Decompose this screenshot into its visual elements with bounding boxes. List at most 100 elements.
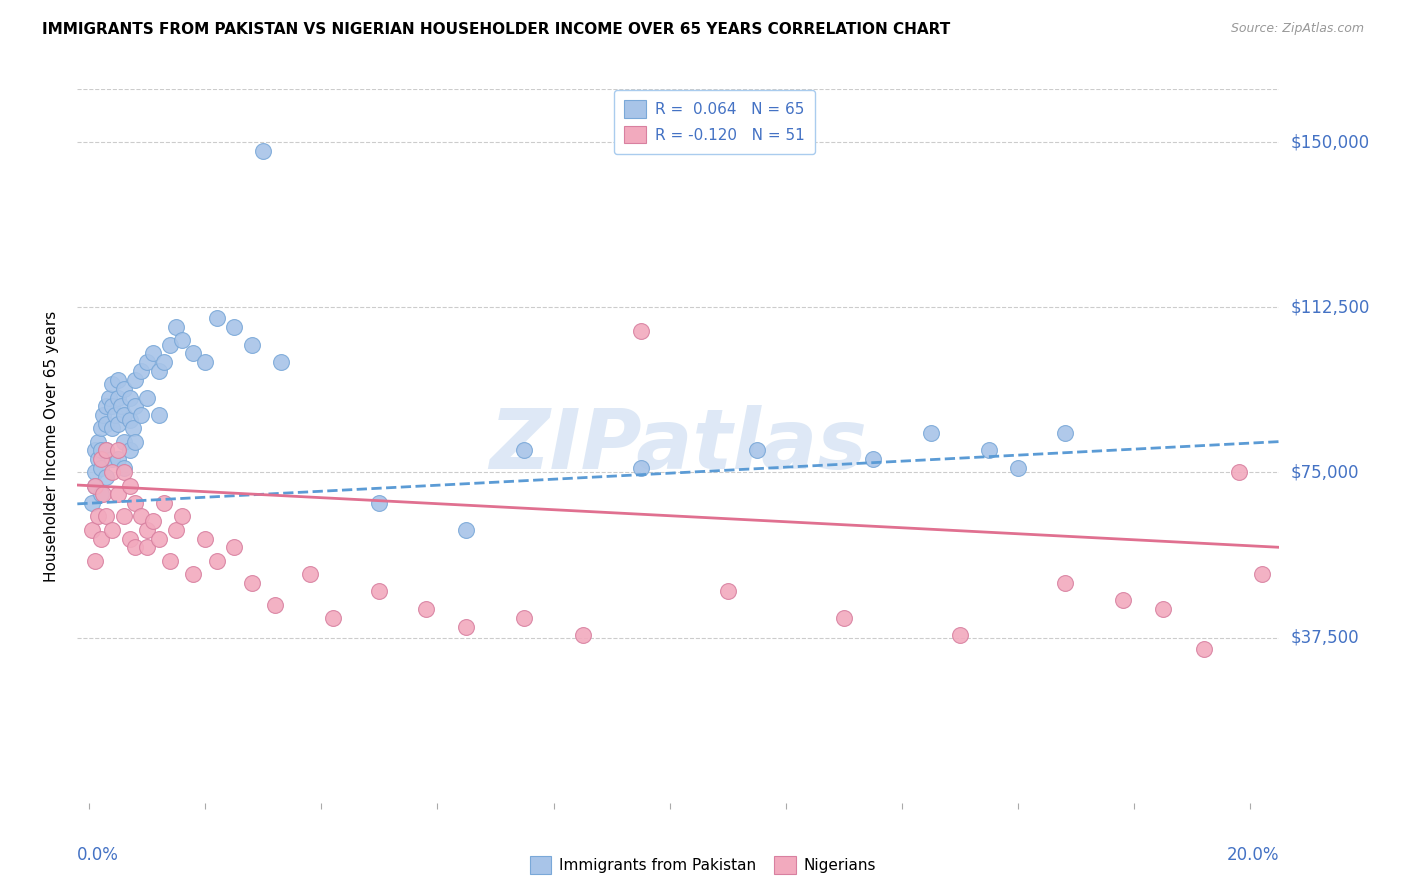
Point — [148, 364, 170, 378]
Point — [118, 478, 141, 492]
Point — [104, 408, 127, 422]
Point — [194, 355, 217, 369]
Point — [1227, 466, 1250, 480]
Point — [717, 584, 740, 599]
Point — [112, 461, 135, 475]
Point — [148, 408, 170, 422]
Point — [112, 434, 135, 449]
Point — [165, 320, 187, 334]
Point — [96, 417, 118, 431]
Text: 0.0%: 0.0% — [77, 846, 120, 863]
Point — [90, 487, 112, 501]
Point — [368, 496, 391, 510]
Point — [148, 532, 170, 546]
Point — [124, 373, 146, 387]
Point — [112, 408, 135, 422]
Text: IMMIGRANTS FROM PAKISTAN VS NIGERIAN HOUSEHOLDER INCOME OVER 65 YEARS CORRELATIO: IMMIGRANTS FROM PAKISTAN VS NIGERIAN HOU… — [42, 22, 950, 37]
Point — [153, 496, 176, 510]
Text: ZIPatlas: ZIPatlas — [489, 406, 868, 486]
Point — [118, 443, 141, 458]
Point — [86, 452, 108, 467]
Point — [745, 443, 768, 458]
Point — [170, 509, 193, 524]
Point — [90, 532, 112, 546]
Point — [112, 509, 135, 524]
Point — [107, 391, 129, 405]
Point — [205, 553, 228, 567]
Point — [96, 443, 118, 458]
Point — [96, 443, 118, 458]
Point — [920, 425, 942, 440]
Point — [252, 144, 274, 158]
Point — [1053, 425, 1076, 440]
Point — [129, 408, 152, 422]
Point — [1111, 593, 1133, 607]
Point — [456, 619, 478, 633]
Point — [194, 532, 217, 546]
Point — [832, 611, 855, 625]
Point — [159, 337, 181, 351]
Point — [630, 461, 652, 475]
Point — [1251, 566, 1274, 581]
Point — [96, 470, 118, 484]
Legend: Immigrants from Pakistan, Nigerians: Immigrants from Pakistan, Nigerians — [524, 850, 882, 880]
Point — [224, 541, 246, 555]
Point — [1007, 461, 1029, 475]
Point — [368, 584, 391, 599]
Point — [112, 382, 135, 396]
Point — [101, 452, 124, 467]
Point — [90, 461, 112, 475]
Point — [107, 487, 129, 501]
Text: $75,000: $75,000 — [1291, 464, 1360, 482]
Text: $150,000: $150,000 — [1291, 133, 1369, 151]
Point — [107, 417, 129, 431]
Text: Source: ZipAtlas.com: Source: ZipAtlas.com — [1230, 22, 1364, 36]
Point — [83, 478, 105, 492]
Text: $112,500: $112,500 — [1291, 298, 1369, 317]
Point — [101, 466, 124, 480]
Point — [80, 496, 103, 510]
Legend: R =  0.064   N = 65, R = -0.120   N = 51: R = 0.064 N = 65, R = -0.120 N = 51 — [613, 90, 815, 154]
Text: $37,500: $37,500 — [1291, 629, 1360, 647]
Point — [107, 443, 129, 458]
Point — [101, 523, 124, 537]
Point — [136, 541, 159, 555]
Point — [1192, 641, 1215, 656]
Point — [129, 509, 152, 524]
Point — [571, 628, 593, 642]
Point — [90, 443, 112, 458]
Point — [96, 509, 118, 524]
Point — [107, 373, 129, 387]
Point — [83, 466, 105, 480]
Point — [240, 337, 263, 351]
Point — [124, 496, 146, 510]
Point — [93, 408, 115, 422]
Point — [83, 478, 105, 492]
Point — [129, 364, 152, 378]
Point — [298, 566, 321, 581]
Point — [270, 355, 292, 369]
Point — [90, 452, 112, 467]
Point — [136, 355, 159, 369]
Point — [93, 487, 115, 501]
Point — [80, 523, 103, 537]
Point — [415, 602, 437, 616]
Point — [630, 325, 652, 339]
Point — [159, 553, 181, 567]
Point — [124, 541, 146, 555]
Point — [322, 611, 344, 625]
Point — [101, 400, 124, 414]
Point — [949, 628, 972, 642]
Point — [124, 400, 146, 414]
Point — [142, 514, 165, 528]
Point — [1053, 575, 1076, 590]
Point — [183, 566, 205, 581]
Point — [101, 377, 124, 392]
Point — [121, 421, 143, 435]
Point — [83, 553, 105, 567]
Point — [183, 346, 205, 360]
Point — [83, 443, 105, 458]
Point — [456, 523, 478, 537]
Point — [224, 320, 246, 334]
Point — [205, 311, 228, 326]
